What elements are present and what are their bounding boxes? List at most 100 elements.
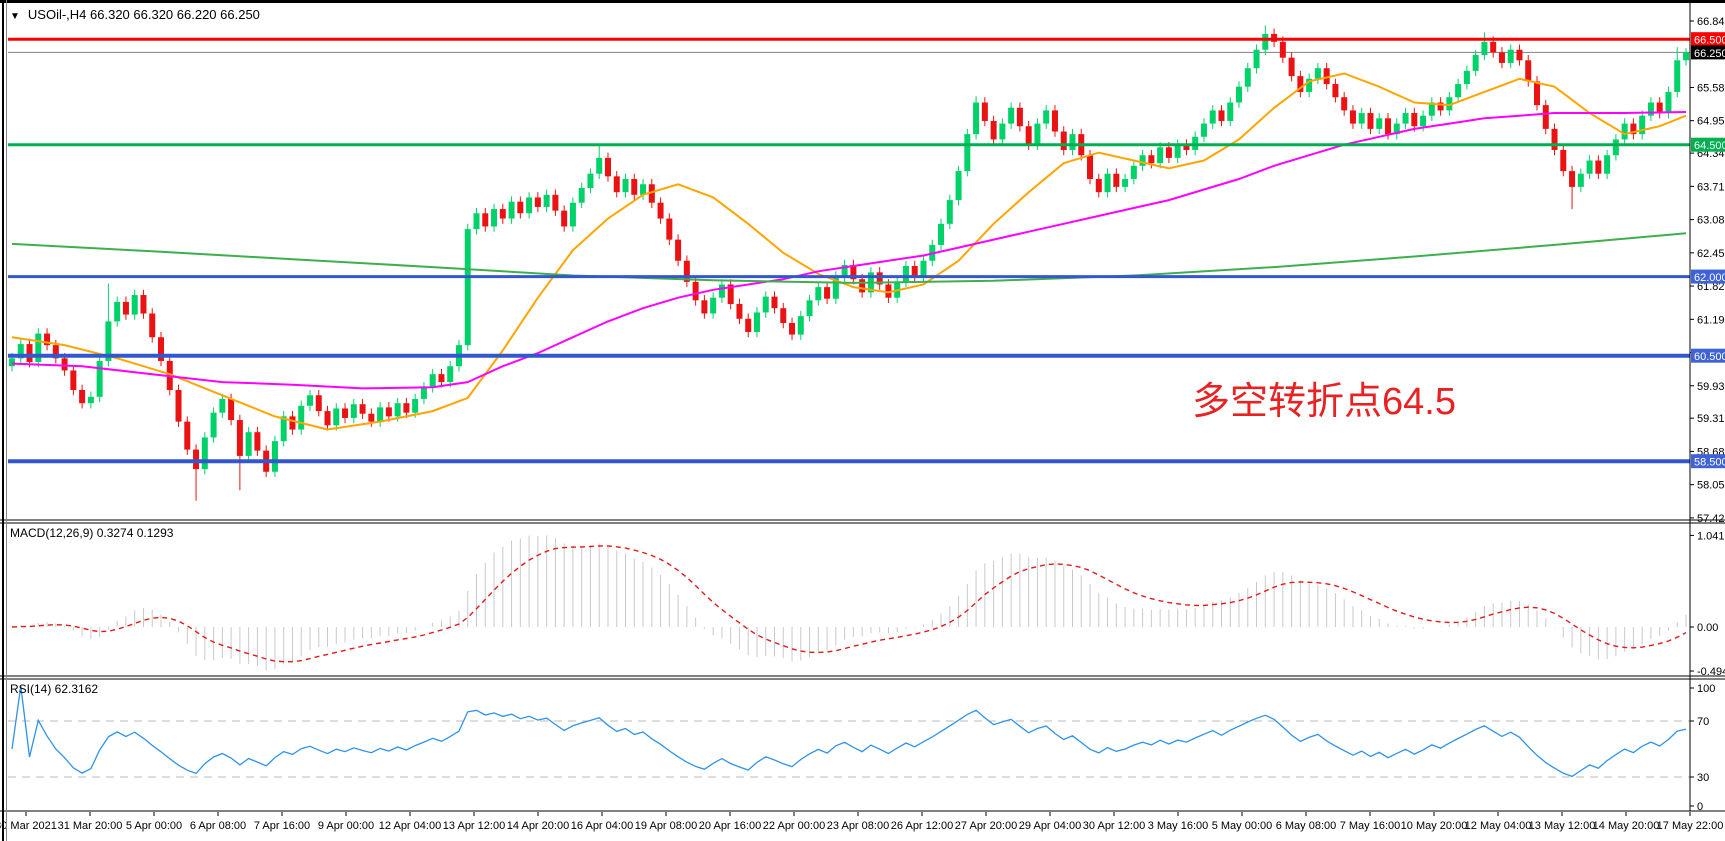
candle-body — [394, 403, 401, 417]
candle-body — [368, 413, 375, 422]
candle-body — [938, 223, 945, 245]
candle-body — [675, 239, 682, 261]
price-axis[interactable]: 66.84565.58564.95564.34063.71063.08062.4… — [1690, 16, 1725, 525]
candle-body — [1402, 113, 1409, 124]
candle-body — [701, 300, 708, 314]
candle-body — [333, 408, 340, 426]
candle-body — [911, 266, 918, 277]
candle-body — [1104, 173, 1111, 193]
candle-body — [96, 360, 103, 397]
candle-body — [201, 437, 208, 470]
svg-text:13 Apr 12:00: 13 Apr 12:00 — [443, 820, 505, 832]
candle-body — [1481, 41, 1488, 56]
annotation-text: 多空转折点64.5 — [1192, 381, 1456, 423]
candle-body — [1367, 113, 1374, 129]
candle-body — [1428, 102, 1435, 116]
svg-text:27 Apr 20:00: 27 Apr 20:00 — [955, 820, 1017, 832]
candle-body — [412, 398, 419, 413]
ma-fast-orange — [11, 72, 1687, 431]
candle-body — [1674, 60, 1681, 92]
candle-body — [1148, 155, 1155, 164]
svg-text:58.500: 58.500 — [1694, 457, 1725, 469]
candle-body — [114, 301, 121, 322]
candle-body — [499, 209, 506, 219]
svg-text:13 May 12:00: 13 May 12:00 — [1529, 820, 1596, 832]
candle-body — [1516, 49, 1523, 61]
svg-text:9 Apr 00:00: 9 Apr 00:00 — [318, 820, 374, 832]
candle-body — [1297, 76, 1304, 92]
candle-body — [491, 209, 498, 227]
left-border — [2, 0, 4, 841]
candle-body — [1200, 123, 1207, 137]
candle-body — [1639, 115, 1646, 135]
date-axis[interactable]: 30 Mar 2021 31 Mar 20:00 5 Apr 00:00 6 Apr … — [0, 812, 1723, 832]
candle-body — [1393, 123, 1400, 135]
candle-body — [210, 412, 217, 438]
candle-body — [657, 202, 664, 219]
candle-body — [1665, 91, 1672, 114]
candle-body — [604, 157, 611, 177]
svg-text:7 Apr 16:00: 7 Apr 16:00 — [254, 820, 310, 832]
candle-body — [1542, 105, 1549, 129]
candle-body — [824, 287, 831, 299]
svg-text:1.0419: 1.0419 — [1697, 530, 1725, 542]
candle-body — [228, 398, 235, 421]
svg-text:14 Apr 20:00: 14 Apr 20:00 — [507, 820, 569, 832]
candle-body — [26, 344, 33, 363]
candle-body — [1314, 68, 1321, 79]
candle-body — [342, 408, 349, 418]
candle-body — [692, 281, 699, 301]
candle-body — [403, 403, 410, 413]
candle-body — [841, 264, 848, 277]
svg-text:20 Apr 16:00: 20 Apr 16:00 — [699, 820, 761, 832]
candle-body — [429, 374, 436, 388]
candle-body — [420, 387, 427, 399]
candle-body — [613, 176, 620, 193]
rsi-levels — [8, 720, 1690, 778]
candle-body — [1183, 144, 1190, 150]
svg-text:10 May 20:00: 10 May 20:00 — [1401, 820, 1468, 832]
svg-text:0: 0 — [1697, 801, 1703, 813]
candle-body — [1420, 115, 1427, 127]
candle-bodies — [9, 33, 1689, 472]
candle-body — [87, 396, 94, 404]
candle-body — [70, 370, 77, 390]
candle-body — [473, 213, 480, 230]
candle-body — [1349, 110, 1356, 124]
candle-body — [1332, 84, 1339, 98]
candle-body — [850, 264, 857, 280]
candle-body — [1113, 173, 1120, 187]
candle-body — [1034, 123, 1041, 145]
macd-axis: 1.0419 0.00 -0.494 — [1690, 530, 1725, 678]
candle-body — [1253, 49, 1260, 69]
candle-body — [52, 345, 59, 359]
macd-indicator-label: MACD(12,26,9) 0.3274 0.1293 — [10, 526, 174, 540]
candle-body — [438, 374, 445, 383]
top-border — [0, 0, 1725, 3]
svg-text:61.820: 61.820 — [1697, 281, 1725, 293]
candle-body — [385, 407, 392, 417]
candle-body — [1612, 139, 1619, 156]
candle-body — [289, 416, 296, 430]
candle-body — [718, 284, 725, 298]
candle-body — [1569, 171, 1576, 187]
svg-text:70: 70 — [1697, 716, 1709, 728]
candle-body — [1262, 33, 1269, 50]
collapse-triangle-icon[interactable]: ▼ — [10, 11, 20, 22]
symbol-ohlc-text: USOil-,H4 66.320 66.320 66.220 66.250 — [27, 7, 260, 22]
svg-text:59.930: 59.930 — [1697, 381, 1725, 393]
candle-body — [973, 102, 980, 135]
candle-body — [543, 194, 550, 207]
ma-mid-magenta — [11, 111, 1687, 390]
svg-text:66.250: 66.250 — [1694, 48, 1725, 60]
svg-text:30 Mar 2021: 30 Mar 2021 — [0, 820, 57, 832]
svg-text:26 Apr 12:00: 26 Apr 12:00 — [891, 820, 953, 832]
candle-body — [1279, 41, 1286, 58]
candle-body — [1306, 78, 1313, 92]
candle-body — [149, 313, 156, 338]
candle-body — [587, 173, 594, 188]
candle-body — [631, 178, 638, 195]
svg-text:57.425: 57.425 — [1697, 513, 1725, 525]
candle-body — [122, 301, 129, 315]
